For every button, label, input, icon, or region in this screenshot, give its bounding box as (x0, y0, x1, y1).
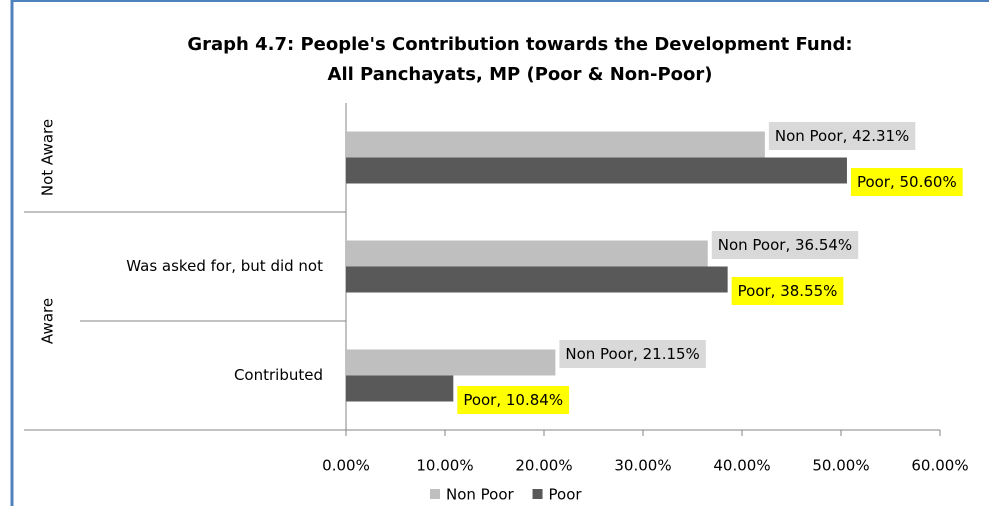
data-label-background (559, 340, 706, 368)
x-tick-label: 60.00% (911, 457, 968, 475)
x-tick-label: 10.00% (416, 457, 473, 475)
x-tick-label: 50.00% (812, 457, 869, 475)
legend-label: Poor (549, 486, 583, 504)
bar (346, 157, 847, 184)
bar (346, 375, 454, 402)
data-label-background (711, 231, 859, 259)
legend-label: Non Poor (446, 486, 515, 504)
data-label-background (457, 386, 570, 414)
data-label-background (850, 168, 963, 196)
data-label-background (768, 122, 916, 150)
y-tick-label: Was asked for, but did not (126, 257, 323, 275)
y-tick-label: Contributed (234, 366, 323, 384)
data-label: Non Poor, 21.15% (565, 345, 699, 363)
x-tick-label: 20.00% (515, 457, 572, 475)
legend-swatch (532, 489, 543, 499)
bar (346, 349, 556, 376)
x-tick-label: 40.00% (713, 457, 770, 475)
x-tick-label: 0.00% (322, 457, 370, 475)
data-label: Poor, 10.84% (463, 391, 563, 409)
group-label: Aware (39, 298, 57, 344)
chart-title: All Panchayats, MP (Poor & Non-Poor) (328, 64, 713, 85)
bar (346, 266, 728, 293)
group-label: Not Aware (39, 119, 57, 196)
x-tick-label: 30.00% (614, 457, 671, 475)
data-label: Poor, 38.55% (738, 282, 838, 300)
legend-swatch (430, 489, 440, 499)
data-label: Non Poor, 42.31% (775, 127, 909, 145)
bar (346, 131, 765, 158)
bar (346, 240, 708, 267)
chart-title: Graph 4.7: People's Contribution towards… (187, 34, 852, 55)
data-label: Poor, 50.60% (857, 173, 957, 191)
data-label: Non Poor, 36.54% (718, 236, 852, 254)
data-label-background (731, 277, 844, 305)
